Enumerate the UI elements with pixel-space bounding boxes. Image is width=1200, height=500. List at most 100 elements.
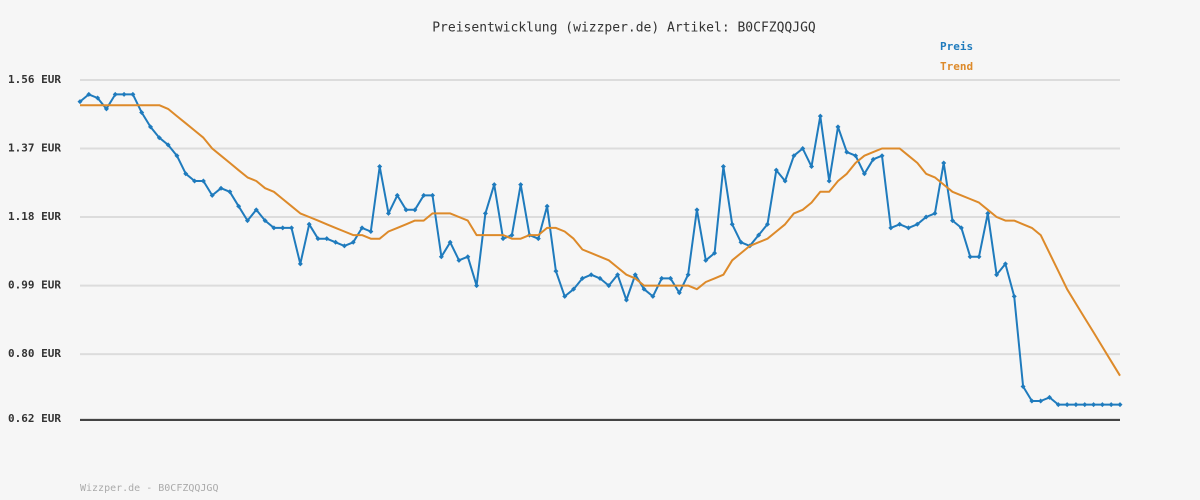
data-point [121, 91, 127, 97]
data-point [694, 207, 700, 213]
data-point [932, 210, 938, 216]
data-point [1002, 261, 1008, 267]
data-point [253, 207, 259, 213]
data-point [923, 214, 929, 220]
data-point [438, 254, 444, 260]
data-point [588, 272, 594, 278]
data-point [544, 203, 550, 209]
data-point [712, 250, 718, 256]
data-point [236, 203, 242, 209]
data-point [668, 275, 674, 281]
data-point [659, 275, 665, 281]
data-point [280, 225, 286, 231]
data-point [86, 91, 92, 97]
data-point [112, 91, 118, 97]
data-point [888, 225, 894, 231]
data-point [359, 225, 365, 231]
data-point [641, 286, 647, 292]
legend-label: Preis [940, 40, 973, 53]
data-point [297, 261, 303, 267]
data-point [1099, 402, 1105, 408]
y-tick-label: 1.37 EUR [8, 142, 61, 155]
data-point [77, 99, 83, 105]
data-point [412, 207, 418, 213]
data-point [377, 164, 383, 170]
y-tick-label: 0.99 EUR [8, 279, 61, 292]
data-point [165, 142, 171, 148]
data-point [571, 286, 577, 292]
data-point [500, 236, 506, 242]
data-point [1055, 402, 1061, 408]
data-point [791, 153, 797, 159]
data-point [430, 192, 436, 198]
data-point [782, 178, 788, 184]
data-point [562, 293, 568, 299]
data-point [1046, 394, 1052, 400]
data-point [861, 171, 867, 177]
data-point [1117, 402, 1123, 408]
chart-title: Preisentwicklung (wizzper.de) Artikel: B… [432, 21, 816, 36]
data-point [209, 192, 215, 198]
data-point [826, 178, 832, 184]
data-point [1029, 398, 1035, 404]
y-tick-label: 1.18 EUR [8, 210, 61, 223]
data-point [385, 210, 391, 216]
data-point [835, 124, 841, 130]
data-point [764, 221, 770, 227]
data-point [315, 236, 321, 242]
data-point [535, 236, 541, 242]
data-point [456, 257, 462, 263]
data-point [324, 236, 330, 242]
data-point [976, 254, 982, 260]
data-point [685, 272, 691, 278]
data-point [985, 210, 991, 216]
data-point [870, 156, 876, 162]
data-point [853, 153, 859, 159]
data-point [465, 254, 471, 260]
data-point [1073, 402, 1079, 408]
data-point [474, 283, 480, 289]
data-point [218, 185, 224, 191]
data-point [139, 109, 145, 115]
data-point [650, 293, 656, 299]
data-point [1011, 293, 1017, 299]
data-point [1091, 402, 1097, 408]
data-point [183, 171, 189, 177]
data-point [271, 225, 277, 231]
data-point [941, 160, 947, 166]
data-point [333, 239, 339, 245]
data-point [579, 275, 585, 281]
data-point [1108, 402, 1114, 408]
data-point [509, 232, 515, 238]
data-point [553, 268, 559, 274]
data-point [394, 192, 400, 198]
data-point [192, 178, 198, 184]
data-point [1020, 384, 1026, 390]
data-point [421, 192, 427, 198]
data-point [676, 290, 682, 296]
series-line [80, 104, 1121, 377]
data-point [130, 91, 136, 97]
data-point [800, 146, 806, 152]
data-point [606, 283, 612, 289]
data-point [341, 243, 347, 249]
data-point [156, 135, 162, 141]
data-point [368, 228, 374, 234]
data-point [615, 272, 621, 278]
data-point [879, 153, 885, 159]
data-point [809, 164, 815, 170]
data-point [148, 124, 154, 130]
data-point [905, 225, 911, 231]
legend-label: Trend [940, 60, 973, 73]
footer: Wizzper.de - B0CFZQQJGQ [80, 483, 218, 494]
data-point [914, 221, 920, 227]
data-point [103, 106, 109, 112]
data-point [950, 218, 956, 224]
y-tick-label: 0.62 EUR [8, 412, 61, 425]
data-point [262, 218, 268, 224]
data-point [227, 189, 233, 195]
data-point [518, 182, 524, 188]
y-tick-label: 1.56 EUR [8, 73, 61, 86]
